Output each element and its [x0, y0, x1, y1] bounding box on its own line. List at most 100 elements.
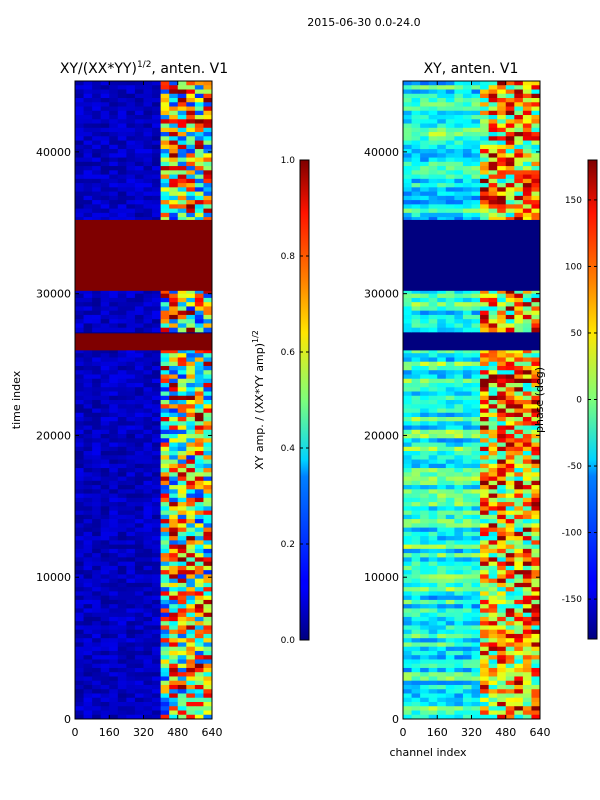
heatmap-cell: [437, 463, 447, 469]
heatmap-cell: [471, 506, 481, 511]
heatmap-cell: [177, 519, 187, 524]
heatmap-cell: [160, 417, 170, 422]
heatmap-cell: [75, 378, 84, 384]
heatmap-cell: [117, 421, 127, 426]
heatmap-cell: [471, 684, 481, 690]
heatmap-cell: [75, 98, 84, 103]
heatmap-cell: [100, 149, 110, 154]
heatmap-cell: [420, 442, 430, 448]
heatmap-cell: [514, 625, 524, 631]
heatmap-cell: [186, 81, 196, 86]
heatmap-cell: [480, 98, 490, 103]
heatmap-cell: [75, 527, 84, 533]
heatmap-cell: [403, 633, 412, 639]
heatmap-cell: [177, 208, 187, 214]
heatmap-cell: [134, 689, 144, 694]
heatmap-cell: [169, 153, 179, 158]
heatmap-cell: [203, 127, 213, 133]
heatmap-cell: [83, 684, 93, 690]
heatmap-cell: [505, 574, 515, 580]
heatmap-cell: [109, 561, 119, 567]
heatmap-cell: [522, 306, 532, 312]
heatmap-cell: [109, 523, 119, 528]
heatmap-cell: [420, 178, 430, 184]
heatmap-cell: [75, 616, 84, 622]
heatmap-cell: [471, 693, 481, 699]
heatmap-cell: [505, 599, 515, 605]
heatmap-cell: [75, 519, 84, 524]
colorbar-amplitude-bar: [299, 159, 310, 641]
heatmap-cell: [437, 672, 447, 677]
heatmap-cell: [83, 451, 93, 456]
heatmap-cell: [462, 442, 472, 448]
heatmap-cell: [403, 140, 412, 146]
heatmap-cell: [109, 434, 119, 439]
heatmap-cell: [505, 365, 515, 371]
heatmap-cell: [186, 514, 196, 520]
heatmap-cell: [420, 365, 430, 371]
heatmap-cell: [126, 672, 136, 677]
heatmap-cell: [92, 191, 102, 197]
heatmap-cell: [83, 174, 93, 180]
heatmap-cell: [462, 417, 472, 422]
heatmap-cell: [152, 170, 162, 175]
heatmap-cell: [420, 434, 430, 439]
heatmap-cell: [462, 587, 472, 592]
heatmap-cell: [92, 451, 102, 456]
heatmap-cell: [445, 297, 455, 303]
heatmap-cell: [126, 650, 136, 656]
heatmap-cell: [462, 459, 472, 465]
heatmap-cell: [134, 642, 144, 648]
heatmap-cell: [109, 514, 119, 520]
heatmap-cell: [454, 119, 464, 124]
y-tick-label: 40000: [36, 146, 71, 159]
heatmap-cell: [411, 582, 421, 588]
heatmap-cell: [454, 178, 464, 184]
heatmap-cell: [169, 693, 179, 699]
heatmap-cell: [437, 187, 447, 192]
heatmap-cell: [454, 395, 464, 401]
heatmap-cell: [100, 604, 110, 609]
heatmap-cell: [203, 587, 213, 592]
heatmap-cell: [514, 132, 524, 137]
heatmap-cell: [100, 574, 110, 580]
heatmap-cell: [194, 463, 204, 469]
heatmap-cell: [522, 527, 532, 533]
heatmap-cell: [403, 561, 412, 567]
heatmap-cell: [203, 166, 213, 171]
heatmap-cell: [497, 642, 507, 648]
heatmap-cell: [177, 565, 187, 571]
heatmap-cell: [117, 208, 127, 214]
heatmap-cell: [126, 408, 136, 414]
heatmap-cell: [134, 655, 144, 660]
heatmap-cell: [488, 684, 498, 690]
heatmap-cell: [471, 672, 481, 677]
heatmap-cell: [445, 442, 455, 448]
heatmap-cell: [437, 659, 447, 665]
heatmap-cell: [109, 616, 119, 622]
heatmap-cell: [514, 323, 524, 329]
heatmap-cell: [514, 387, 524, 392]
heatmap-cell: [480, 212, 490, 218]
heatmap-cell: [403, 127, 412, 133]
heatmap-cell: [177, 680, 187, 686]
heatmap-cell: [420, 348, 430, 354]
heatmap-cell: [100, 170, 110, 175]
heatmap-cell: [117, 195, 127, 201]
heatmap-cell: [186, 519, 196, 524]
heatmap-cell: [109, 161, 119, 167]
heatmap-cell: [428, 527, 438, 533]
heatmap-cell: [100, 212, 110, 218]
heatmap-cell: [83, 497, 93, 503]
heatmap-cell: [194, 710, 204, 716]
heatmap-cell: [203, 570, 213, 575]
heatmap-cell: [160, 136, 170, 141]
heatmap-cell: [126, 536, 136, 541]
heatmap-cell: [471, 638, 481, 643]
heatmap-cell: [411, 391, 421, 397]
heatmap-cell: [83, 319, 93, 324]
heatmap-cell: [462, 370, 472, 375]
heatmap-cell: [420, 544, 430, 550]
heatmap-cell: [445, 204, 455, 209]
heatmap-cell: [437, 174, 447, 180]
